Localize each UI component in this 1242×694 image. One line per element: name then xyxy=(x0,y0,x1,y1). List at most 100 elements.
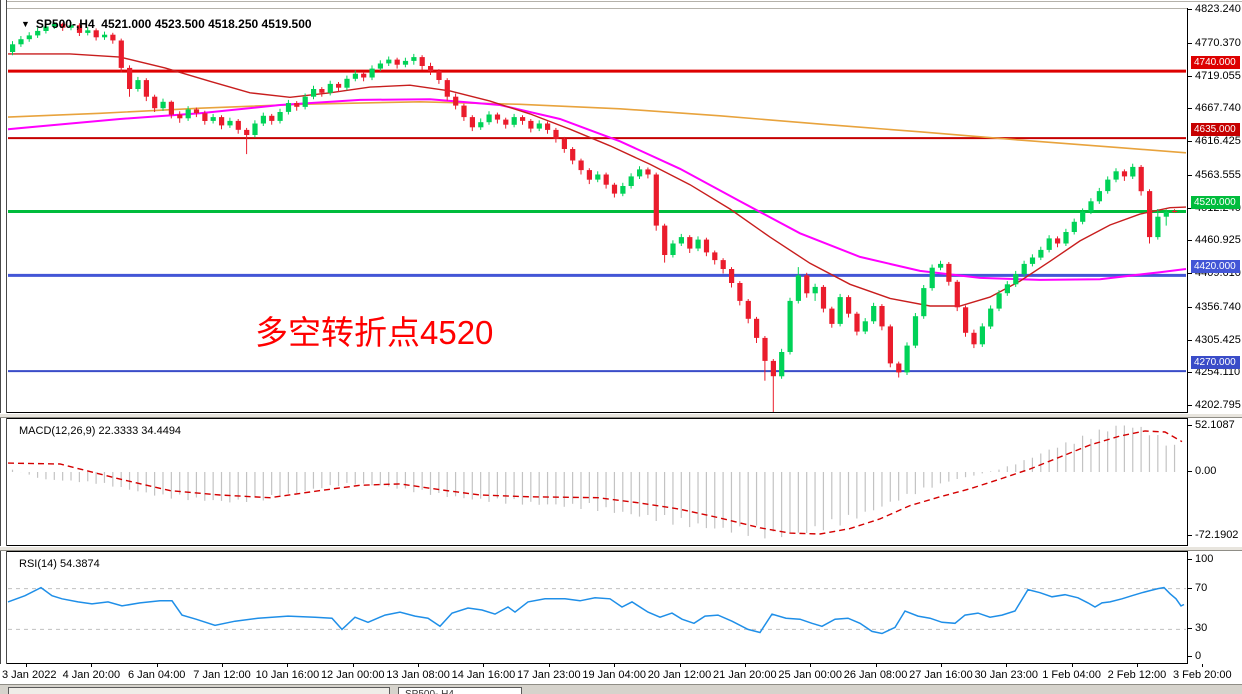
macd-tick-label: -72.1902 xyxy=(1195,528,1239,541)
time-tick-mark xyxy=(679,664,681,667)
price-tick-mark xyxy=(1188,372,1192,374)
time-tick-mark xyxy=(875,664,877,667)
ohlc-open: 4521.000 xyxy=(101,17,152,31)
rsi-tick-label: 100 xyxy=(1195,553,1214,565)
time-tick-label: 14 Jan 16:00 xyxy=(451,669,516,681)
time-tick-label: 12 Jan 00:00 xyxy=(320,669,385,681)
window-top-edge xyxy=(0,1,1242,2)
time-tick-label: 30 Jan 23:00 xyxy=(974,669,1039,681)
time-tick-mark xyxy=(614,664,616,667)
price-tick-label: 4616.425 xyxy=(1195,135,1241,147)
time-tick-label: 6 Jan 04:00 xyxy=(127,669,186,681)
left-resize-gutter[interactable] xyxy=(0,0,7,694)
time-tick-mark xyxy=(940,664,942,667)
time-tick-label: 19 Jan 04:00 xyxy=(582,669,646,681)
rsi-tick-label: 70 xyxy=(1195,581,1208,594)
macd-tick-label: 52.1087 xyxy=(1195,418,1235,431)
time-tick-mark xyxy=(287,664,289,667)
time-tick-mark xyxy=(91,664,93,667)
rsi-tick-label: 30 xyxy=(1195,622,1208,635)
price-tick-mark xyxy=(1188,42,1192,44)
panel-splitter[interactable] xyxy=(0,546,1242,551)
macd-label: MACD(12,26,9) 22.3333 34.4494 xyxy=(19,425,182,437)
time-tick-mark xyxy=(418,664,420,667)
time-tick-label: 27 Jan 16:00 xyxy=(909,669,973,681)
hline-price-badge: 4420.000 xyxy=(1191,259,1240,273)
macd-chart[interactable] xyxy=(7,419,1187,545)
chart-text-annotation: 多空转折点4520 xyxy=(255,314,494,351)
candlestick-chart[interactable] xyxy=(7,9,1187,412)
price-tick-mark xyxy=(1188,75,1192,77)
time-tick-label: 13 Jan 08:00 xyxy=(386,669,450,681)
time-tick-label: 10 Jan 16:00 xyxy=(255,669,320,681)
macd-tick-mark xyxy=(1188,534,1192,536)
chart-title: ▼ SP500-,H4 4521.000 4523.500 4518.250 45… xyxy=(21,17,312,31)
ohlc-close: 4519.500 xyxy=(261,17,312,31)
macd-axis[interactable]: 52.1087 0.00 -72.1902 xyxy=(1187,418,1242,546)
rsi-axis[interactable]: 100 70 30 0 xyxy=(1187,551,1242,664)
chart-tab[interactable] xyxy=(8,687,390,694)
macd-tick-mark xyxy=(1188,471,1192,472)
time-tick-label: 25 Jan 00:00 xyxy=(778,669,842,681)
price-tick-label: 4202.795 xyxy=(1195,399,1241,412)
price-tick-label: 4823.240 xyxy=(1195,3,1241,15)
hline-price-badge: 4520.000 xyxy=(1191,196,1240,210)
chart-tab-active[interactable]: SP500-,H4 xyxy=(398,687,522,694)
price-tick-mark xyxy=(1188,9,1192,10)
hline-price-badge: 4740.000 xyxy=(1191,55,1240,69)
price-tick-label: 4770.370 xyxy=(1195,36,1241,49)
rsi-panel[interactable]: RSI(14) 54.3874 xyxy=(7,551,1187,664)
price-tick-mark xyxy=(1188,306,1192,308)
price-tick-label: 4356.740 xyxy=(1195,300,1241,313)
time-tick-label: 17 Jan 23:00 xyxy=(516,669,581,681)
ohlc-high: 4523.500 xyxy=(154,17,205,31)
chart-tab-strip: SP500-,H4 xyxy=(0,684,1242,694)
time-tick-label: 3 Feb 20:00 xyxy=(1172,669,1232,681)
price-tick-mark xyxy=(1188,339,1192,341)
time-tick-label: 1 Feb 04:00 xyxy=(1042,669,1101,681)
macd-tick-label: 0.00 xyxy=(1195,465,1217,477)
chart-symbol-period: SP500-,H4 xyxy=(35,17,95,31)
time-tick-mark xyxy=(26,664,27,667)
macd-tick-mark xyxy=(1188,424,1192,426)
price-tick-mark xyxy=(1188,240,1192,242)
time-tick-label: 2 Feb 12:00 xyxy=(1107,669,1167,681)
price-tick-mark xyxy=(1188,207,1192,209)
price-axis[interactable]: 4823.240 4770.370 4719.055 4667.740 4616.425… xyxy=(1187,3,1242,413)
time-tick-label: 4 Jan 20:00 xyxy=(62,669,121,681)
price-tick-mark xyxy=(1188,141,1192,142)
time-tick-label: 3 Jan 2022 xyxy=(2,669,57,681)
rsi-tick-mark xyxy=(1188,587,1192,589)
main-chart-panel[interactable]: ▼ SP500-,H4 4521.000 4523.500 4518.250 45… xyxy=(7,8,1187,413)
time-tick-mark xyxy=(1202,664,1204,667)
chevron-down-icon[interactable]: ▼ xyxy=(21,19,30,29)
price-tick-label: 4460.925 xyxy=(1195,234,1241,247)
price-tick-label: 4305.425 xyxy=(1195,333,1241,346)
hline-price-badge: 4635.000 xyxy=(1191,122,1240,136)
time-tick-mark xyxy=(483,664,485,667)
rsi-tick-mark xyxy=(1188,656,1192,657)
rsi-tick-mark xyxy=(1188,628,1192,630)
time-tick-mark xyxy=(1136,664,1138,667)
macd-panel[interactable]: MACD(12,26,9) 22.3333 34.4494 xyxy=(7,418,1187,546)
time-tick-mark xyxy=(352,664,354,667)
time-tick-label: 26 Jan 08:00 xyxy=(843,669,908,681)
price-tick-mark xyxy=(1188,273,1192,275)
price-tick-label: 4254.110 xyxy=(1195,366,1241,379)
time-tick-mark xyxy=(156,664,158,667)
time-tick-mark xyxy=(810,664,812,667)
time-tick-mark xyxy=(1071,664,1073,667)
ohlc-low: 4518.250 xyxy=(208,17,259,31)
time-tick-mark xyxy=(744,664,746,667)
rsi-tick-mark xyxy=(1188,559,1192,560)
time-tick-mark xyxy=(1006,664,1008,667)
time-tick-label: 20 Jan 12:00 xyxy=(647,669,712,681)
hline-price-badge: 4270.000 xyxy=(1191,355,1240,369)
time-axis[interactable]: 3 Jan 2022 4 Jan 20:00 6 Jan 04:00 7 Jan 12… xyxy=(0,664,1242,684)
panel-splitter[interactable] xyxy=(0,413,1242,418)
time-tick-label: 21 Jan 20:00 xyxy=(713,669,777,681)
rsi-label: RSI(14) 54.3874 xyxy=(19,558,100,570)
rsi-chart[interactable] xyxy=(7,552,1187,663)
rsi-tick-label: 0 xyxy=(1195,650,1202,662)
time-tick-mark xyxy=(548,664,550,667)
